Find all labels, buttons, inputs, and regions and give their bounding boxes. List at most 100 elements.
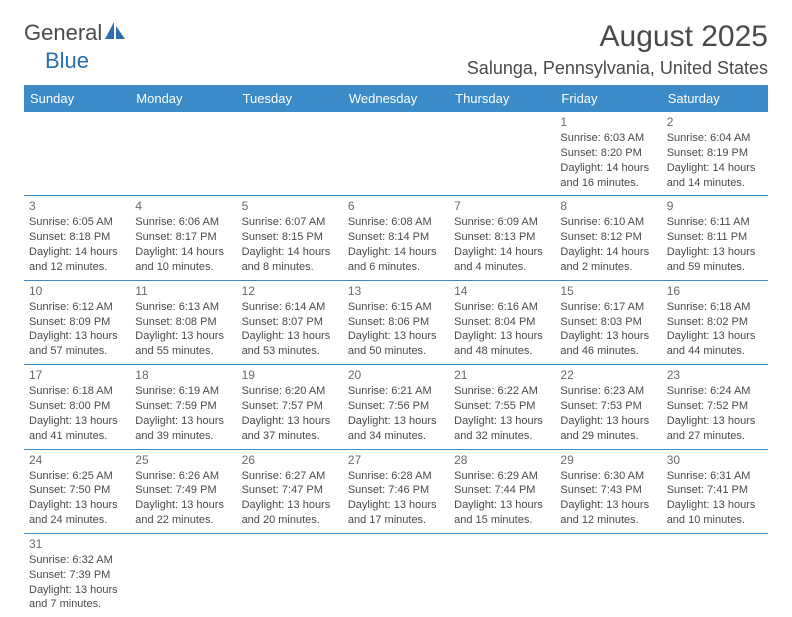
daylight-text: Daylight: 14 hours and 8 minutes. bbox=[242, 245, 338, 275]
calendar-cell bbox=[449, 112, 555, 196]
day-number: 14 bbox=[454, 284, 550, 298]
sunset-text: Sunset: 7:52 PM bbox=[667, 399, 763, 414]
day-number: 24 bbox=[29, 453, 125, 467]
calendar-cell: 14Sunrise: 6:16 AMSunset: 8:04 PMDayligh… bbox=[449, 280, 555, 364]
page-title: August 2025 bbox=[600, 20, 768, 54]
calendar-cell: 18Sunrise: 6:19 AMSunset: 7:59 PMDayligh… bbox=[130, 365, 236, 449]
sunset-text: Sunset: 8:20 PM bbox=[560, 146, 656, 161]
sunset-text: Sunset: 8:13 PM bbox=[454, 230, 550, 245]
calendar-cell: 7 Sunrise: 6:09 AMSunset: 8:13 PMDaylight… bbox=[449, 196, 555, 280]
calendar-cell: 20Sunrise: 6:21 AMSunset: 7:56 PMDayligh… bbox=[343, 365, 449, 449]
calendar-cell: 19Sunrise: 6:20 AMSunset: 7:57 PMDayligh… bbox=[237, 365, 343, 449]
daylight-text: Daylight: 14 hours and 6 minutes. bbox=[348, 245, 444, 275]
calendar-cell: 23Sunrise: 6:24 AMSunset: 7:52 PMDayligh… bbox=[662, 365, 768, 449]
sunset-text: Sunset: 8:14 PM bbox=[348, 230, 444, 245]
sunrise-text: Sunrise: 6:07 AM bbox=[242, 215, 338, 230]
location-text: Salunga, Pennsylvania, United States bbox=[24, 58, 768, 79]
daylight-text: Daylight: 13 hours and 29 minutes. bbox=[560, 414, 656, 444]
day-info: Sunrise: 6:03 AMSunset: 8:20 PMDaylight:… bbox=[560, 131, 656, 190]
day-number: 7 bbox=[454, 199, 550, 213]
day-number: 17 bbox=[29, 368, 125, 382]
calendar-table: Sunday Monday Tuesday Wednesday Thursday… bbox=[24, 85, 768, 617]
day-number: 10 bbox=[29, 284, 125, 298]
sunrise-text: Sunrise: 6:15 AM bbox=[348, 300, 444, 315]
calendar-cell: 31Sunrise: 6:32 AMSunset: 7:39 PMDayligh… bbox=[24, 533, 130, 617]
calendar-cell: 15Sunrise: 6:17 AMSunset: 8:03 PMDayligh… bbox=[555, 280, 661, 364]
daylight-text: Daylight: 13 hours and 20 minutes. bbox=[242, 498, 338, 528]
daylight-text: Daylight: 13 hours and 34 minutes. bbox=[348, 414, 444, 444]
weekday-header: Saturday bbox=[662, 85, 768, 112]
sunset-text: Sunset: 8:04 PM bbox=[454, 315, 550, 330]
day-number: 27 bbox=[348, 453, 444, 467]
weekday-header: Monday bbox=[130, 85, 236, 112]
sunset-text: Sunset: 8:00 PM bbox=[29, 399, 125, 414]
calendar-cell: 17 Sunrise: 6:18 AMSunset: 8:00 PMDayligh… bbox=[24, 365, 130, 449]
sunrise-text: Sunrise: 6:30 AM bbox=[560, 469, 656, 484]
sunrise-text: Sunrise: 6:09 AM bbox=[454, 215, 550, 230]
daylight-text: Daylight: 14 hours and 2 minutes. bbox=[560, 245, 656, 275]
calendar-cell: 28Sunrise: 6:29 AMSunset: 7:44 PMDayligh… bbox=[449, 449, 555, 533]
calendar-cell: 2Sunrise: 6:04 AMSunset: 8:19 PMDaylight… bbox=[662, 112, 768, 196]
sunrise-text: Sunrise: 6:21 AM bbox=[348, 384, 444, 399]
day-info: Sunrise: 6:05 AMSunset: 8:18 PMDaylight:… bbox=[29, 215, 125, 274]
day-info: Sunrise: 6:22 AMSunset: 7:55 PMDaylight:… bbox=[454, 384, 550, 443]
sunset-text: Sunset: 7:39 PM bbox=[29, 568, 125, 583]
sunset-text: Sunset: 8:12 PM bbox=[560, 230, 656, 245]
calendar-cell: 26Sunrise: 6:27 AMSunset: 7:47 PMDayligh… bbox=[237, 449, 343, 533]
logo: General bbox=[24, 20, 127, 46]
logo-text-general: General bbox=[24, 20, 102, 46]
calendar-cell: 27Sunrise: 6:28 AMSunset: 7:46 PMDayligh… bbox=[343, 449, 449, 533]
day-number: 25 bbox=[135, 453, 231, 467]
day-number: 26 bbox=[242, 453, 338, 467]
daylight-text: Daylight: 13 hours and 41 minutes. bbox=[29, 414, 125, 444]
calendar-cell bbox=[130, 533, 236, 617]
sunrise-text: Sunrise: 6:20 AM bbox=[242, 384, 338, 399]
sunrise-text: Sunrise: 6:29 AM bbox=[454, 469, 550, 484]
day-info: Sunrise: 6:09 AMSunset: 8:13 PMDaylight:… bbox=[454, 215, 550, 274]
day-number: 1 bbox=[560, 115, 656, 129]
daylight-text: Daylight: 13 hours and 55 minutes. bbox=[135, 329, 231, 359]
day-info: Sunrise: 6:26 AMSunset: 7:49 PMDaylight:… bbox=[135, 469, 231, 528]
day-info: Sunrise: 6:14 AMSunset: 8:07 PMDaylight:… bbox=[242, 300, 338, 359]
sunrise-text: Sunrise: 6:18 AM bbox=[29, 384, 125, 399]
daylight-text: Daylight: 13 hours and 44 minutes. bbox=[667, 329, 763, 359]
calendar-cell bbox=[449, 533, 555, 617]
day-info: Sunrise: 6:10 AMSunset: 8:12 PMDaylight:… bbox=[560, 215, 656, 274]
sunset-text: Sunset: 7:41 PM bbox=[667, 483, 763, 498]
day-info: Sunrise: 6:07 AMSunset: 8:15 PMDaylight:… bbox=[242, 215, 338, 274]
calendar-cell: 22 Sunrise: 6:23 AMSunset: 7:53 PMDayligh… bbox=[555, 365, 661, 449]
calendar-cell: 6Sunrise: 6:08 AMSunset: 8:14 PMDaylight… bbox=[343, 196, 449, 280]
calendar-cell bbox=[237, 533, 343, 617]
day-number: 21 bbox=[454, 368, 550, 382]
sunrise-text: Sunrise: 6:32 AM bbox=[29, 553, 125, 568]
sunset-text: Sunset: 8:02 PM bbox=[667, 315, 763, 330]
calendar-cell bbox=[237, 112, 343, 196]
sunset-text: Sunset: 7:57 PM bbox=[242, 399, 338, 414]
sunset-text: Sunset: 7:43 PM bbox=[560, 483, 656, 498]
day-info: Sunrise: 6:31 AMSunset: 7:41 PMDaylight:… bbox=[667, 469, 763, 528]
sunset-text: Sunset: 7:59 PM bbox=[135, 399, 231, 414]
sunset-text: Sunset: 7:50 PM bbox=[29, 483, 125, 498]
page-header: General August 2025 bbox=[24, 20, 768, 54]
day-number: 22 bbox=[560, 368, 656, 382]
day-number: 5 bbox=[242, 199, 338, 213]
day-number: 4 bbox=[135, 199, 231, 213]
day-info: Sunrise: 6:23 AMSunset: 7:53 PMDaylight:… bbox=[560, 384, 656, 443]
daylight-text: Daylight: 13 hours and 37 minutes. bbox=[242, 414, 338, 444]
day-number: 3 bbox=[29, 199, 125, 213]
sail-icon bbox=[105, 20, 127, 46]
sunrise-text: Sunrise: 6:24 AM bbox=[667, 384, 763, 399]
day-info: Sunrise: 6:15 AMSunset: 8:06 PMDaylight:… bbox=[348, 300, 444, 359]
sunrise-text: Sunrise: 6:12 AM bbox=[29, 300, 125, 315]
day-number: 16 bbox=[667, 284, 763, 298]
sunset-text: Sunset: 7:46 PM bbox=[348, 483, 444, 498]
day-info: Sunrise: 6:30 AMSunset: 7:43 PMDaylight:… bbox=[560, 469, 656, 528]
day-info: Sunrise: 6:12 AMSunset: 8:09 PMDaylight:… bbox=[29, 300, 125, 359]
daylight-text: Daylight: 13 hours and 22 minutes. bbox=[135, 498, 231, 528]
calendar-cell bbox=[343, 533, 449, 617]
calendar-cell: 5 Sunrise: 6:07 AMSunset: 8:15 PMDaylight… bbox=[237, 196, 343, 280]
calendar-cell: 9Sunrise: 6:11 AMSunset: 8:11 PMDaylight… bbox=[662, 196, 768, 280]
calendar-cell: 21 Sunrise: 6:22 AMSunset: 7:55 PMDayligh… bbox=[449, 365, 555, 449]
day-number: 23 bbox=[667, 368, 763, 382]
day-number: 31 bbox=[29, 537, 125, 551]
